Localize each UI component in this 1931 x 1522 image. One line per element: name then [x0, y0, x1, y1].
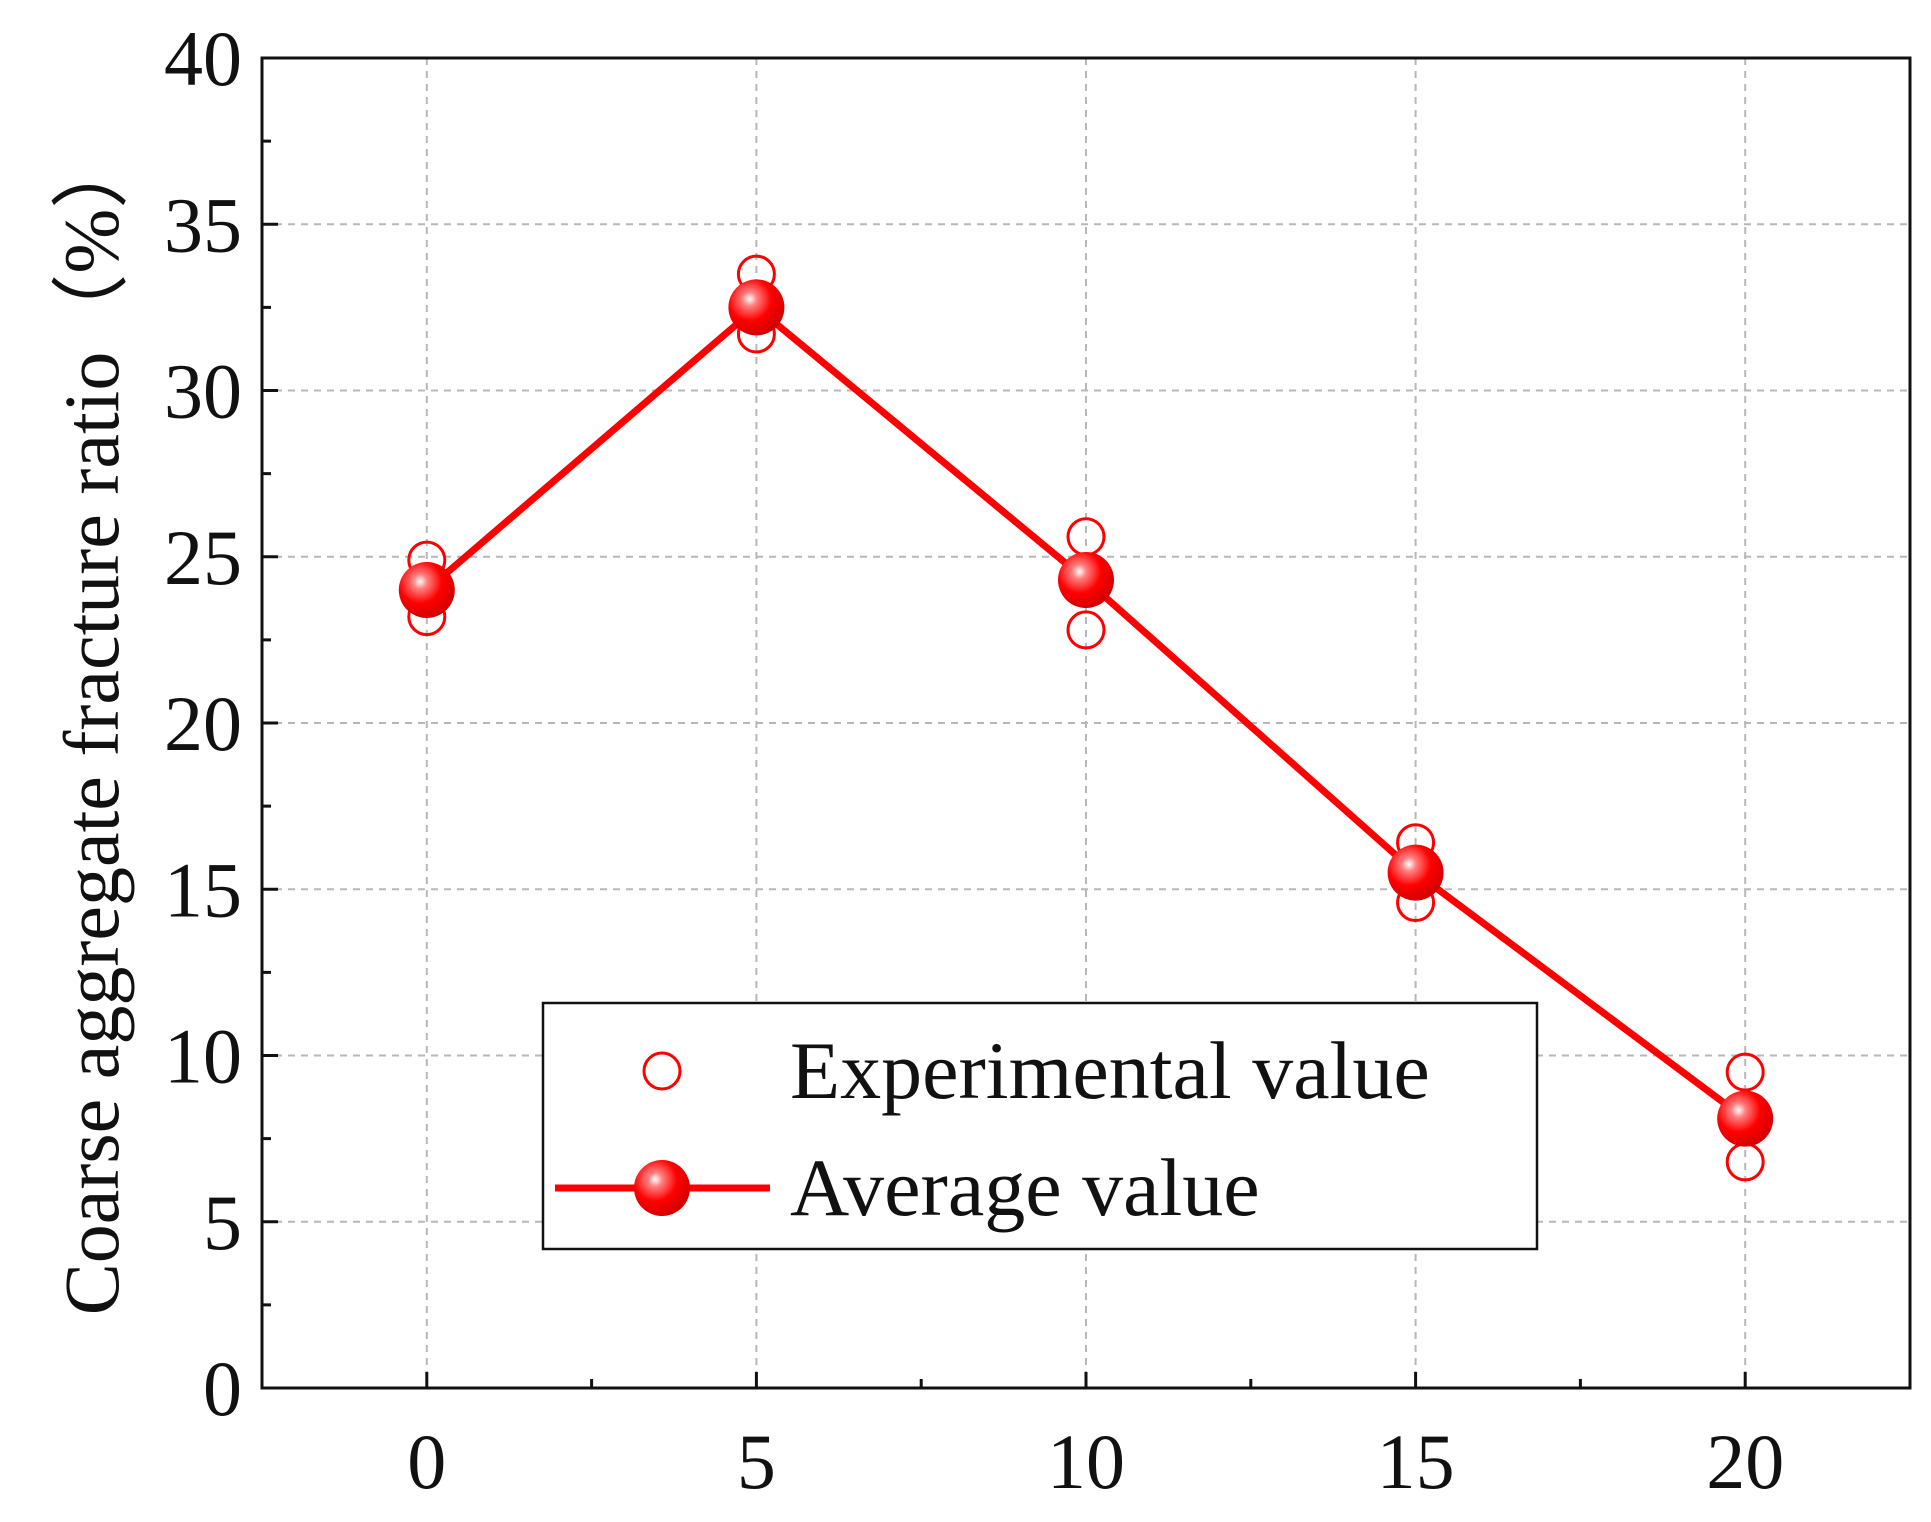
average-point — [1387, 844, 1444, 901]
x-tick-label: 0 — [407, 1418, 446, 1505]
legend: Experimental value Average value — [541, 1001, 1539, 1251]
y-tick-label: 5 — [203, 1179, 242, 1266]
experimental-point — [1725, 1142, 1765, 1182]
legend-label-experimental: Experimental value — [790, 1025, 1430, 1116]
y-tick-label: 20 — [164, 680, 242, 767]
average-point — [1717, 1090, 1774, 1147]
legend-label-average: Average value — [790, 1142, 1260, 1233]
axis-ticks: 0 5 10 15 20 0 5 10 15 20 25 30 35 40 — [164, 15, 1784, 1505]
y-tick-label: 30 — [164, 348, 242, 435]
experimental-point — [1725, 1052, 1765, 1092]
average-point — [728, 279, 785, 336]
y-axis-title: Coarse aggregate fracture ratio（%） — [48, 131, 135, 1316]
legend-marker-average — [634, 1160, 690, 1216]
x-tick-label: 5 — [737, 1418, 776, 1505]
x-tick-label: 15 — [1377, 1418, 1455, 1505]
average-point — [1058, 552, 1114, 609]
y-tick-label: 10 — [164, 1013, 242, 1100]
experimental-point — [1066, 610, 1106, 650]
experimental-point — [1066, 517, 1106, 557]
y-tick-label: 35 — [164, 181, 242, 268]
legend-box — [541, 1001, 1539, 1251]
y-tick-label: 25 — [164, 514, 242, 601]
legend-marker-experimental — [642, 1051, 682, 1091]
average-point — [398, 562, 455, 618]
series — [398, 254, 1774, 1182]
y-tick-label: 15 — [164, 846, 242, 933]
y-tick-label: 40 — [164, 15, 242, 102]
x-tick-label: 20 — [1706, 1418, 1784, 1505]
y-tick-label: 0 — [203, 1345, 242, 1432]
x-tick-label: 10 — [1047, 1418, 1125, 1505]
